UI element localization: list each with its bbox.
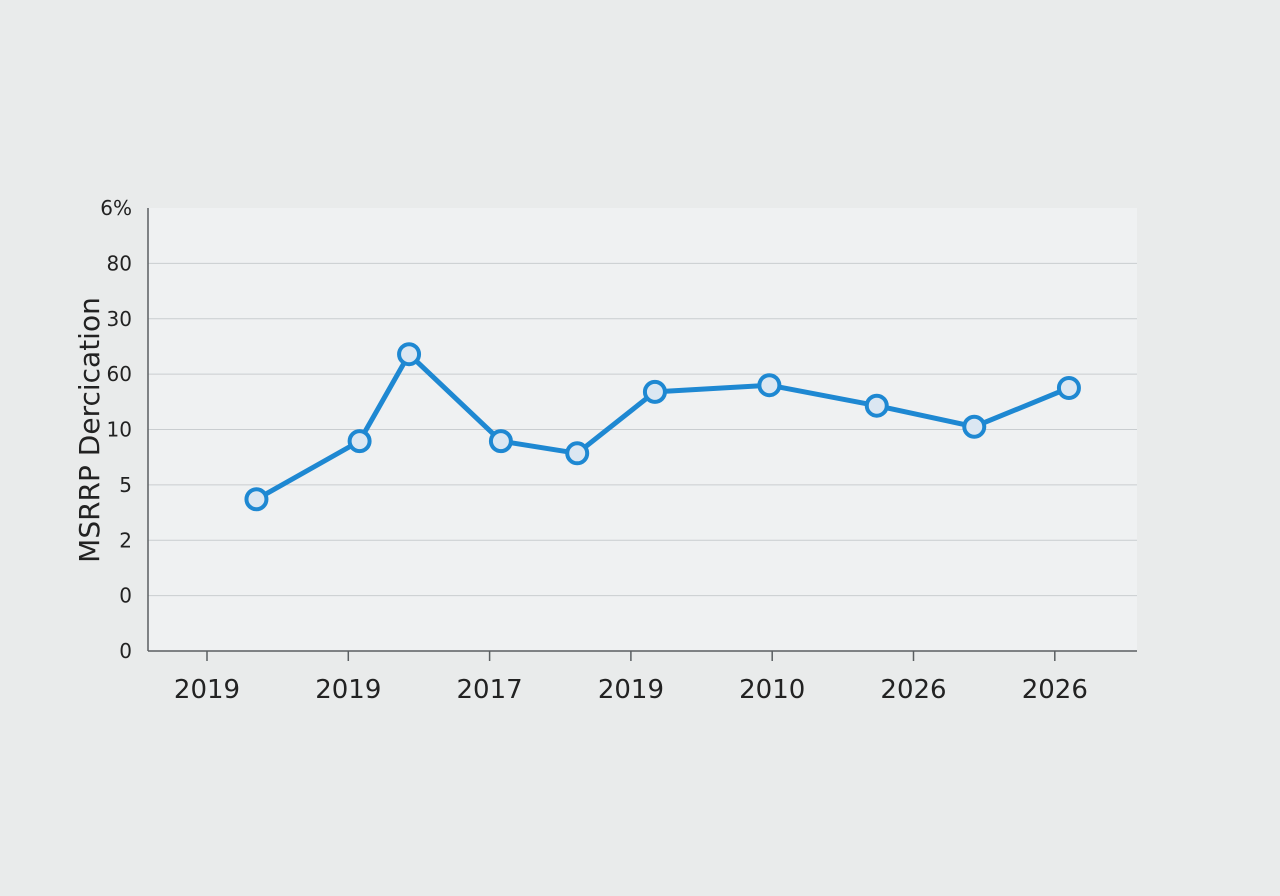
- data-point: [757, 373, 782, 398]
- y-axis-ticks: 0 0 2 5 10 60 30 80 6%: [100, 196, 132, 663]
- data-point: [488, 429, 513, 454]
- y-tick-label: 10: [107, 418, 132, 442]
- x-tick-label: 2026: [880, 675, 946, 705]
- series-points: [244, 342, 1081, 512]
- x-tick-label: 2019: [598, 675, 664, 705]
- y-tick-label: 6%: [100, 196, 132, 220]
- x-tick-label: 2010: [739, 675, 805, 705]
- x-tick-label: 2019: [315, 675, 381, 705]
- y-tick-label: 0: [119, 639, 132, 663]
- data-point: [864, 393, 889, 418]
- y-tick-label: 80: [107, 251, 132, 275]
- y-axis-label: MSRRP Dercication: [73, 297, 106, 563]
- x-tick-label: 2017: [457, 675, 523, 705]
- series-line: [253, 351, 1072, 502]
- x-tick-label: 2019: [174, 675, 240, 705]
- data-point: [962, 414, 987, 439]
- y-tick-label: 5: [119, 473, 132, 497]
- data-point: [565, 441, 590, 466]
- data-point: [1056, 375, 1081, 400]
- x-axis-ticks: 2019 2019 2017 2019 2010 2026 2026: [174, 651, 1088, 705]
- y-tick-label: 30: [107, 307, 132, 331]
- data-point: [347, 429, 372, 454]
- axes: [147, 208, 1137, 652]
- y-tick-label: 2: [119, 528, 132, 552]
- x-tick-label: 2026: [1022, 675, 1088, 705]
- data-point: [642, 379, 667, 404]
- data-point: [244, 487, 269, 512]
- gridlines: [148, 262, 1137, 597]
- y-tick-label: 0: [119, 584, 132, 608]
- data-point: [397, 342, 422, 367]
- y-tick-label: 60: [107, 362, 132, 386]
